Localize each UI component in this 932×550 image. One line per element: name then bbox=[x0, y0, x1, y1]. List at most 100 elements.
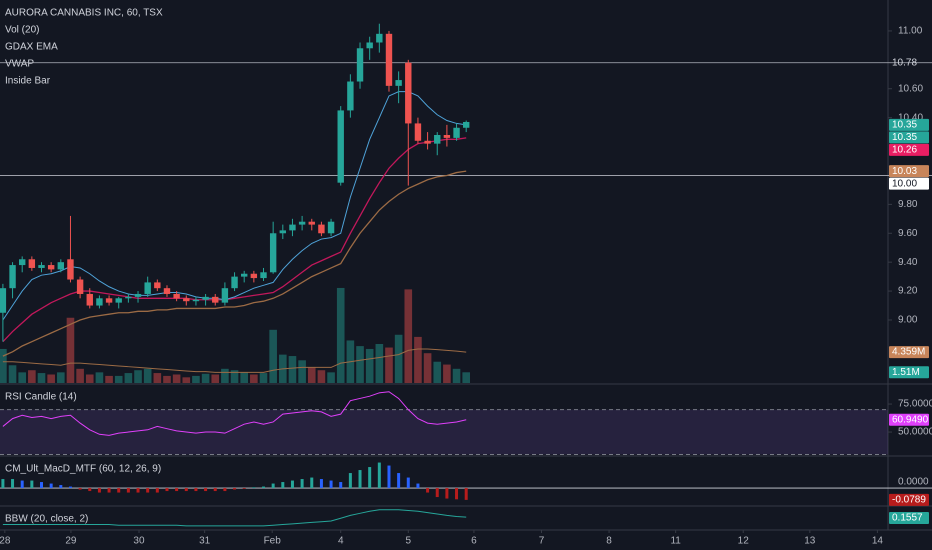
volume-bar bbox=[452, 368, 461, 383]
candle-body bbox=[260, 272, 267, 279]
macd-bar bbox=[242, 488, 246, 489]
candle-body bbox=[202, 296, 209, 300]
y-tick-label: 0.0000 bbox=[898, 477, 929, 488]
volume-bar bbox=[394, 334, 403, 383]
candle-body bbox=[318, 224, 325, 234]
chart-title: AURORA CANNABIS INC, 60, TSX bbox=[5, 8, 163, 19]
volume-bar bbox=[95, 372, 104, 383]
candle-body bbox=[405, 62, 412, 124]
macd-bar bbox=[339, 482, 343, 489]
macd-bar bbox=[300, 479, 304, 489]
volume-bar bbox=[385, 347, 393, 383]
legend-entry: Vol (20) bbox=[5, 25, 39, 36]
volume-bar bbox=[221, 368, 229, 383]
macd-bar bbox=[117, 488, 121, 493]
candle-body bbox=[0, 288, 7, 313]
macd-bar bbox=[416, 483, 420, 489]
macd-bar bbox=[348, 473, 352, 489]
volume-bar bbox=[298, 360, 306, 383]
volume-bar bbox=[365, 348, 374, 383]
bbw-label-bg bbox=[889, 512, 929, 524]
macd-bar bbox=[11, 479, 15, 489]
macd-bar bbox=[290, 480, 294, 489]
y-tick-label: 10.40 bbox=[898, 112, 923, 123]
volume-bar bbox=[443, 364, 451, 383]
candle-body bbox=[221, 288, 229, 303]
volume-bar bbox=[163, 375, 171, 383]
candle-body bbox=[67, 259, 74, 280]
candle-body bbox=[154, 282, 161, 289]
volume-bar bbox=[201, 373, 210, 383]
macd-bar bbox=[97, 488, 101, 493]
x-tick-label: 8 bbox=[606, 536, 612, 547]
macd-bar bbox=[281, 482, 285, 489]
y-tick-label: 75.0000 bbox=[898, 399, 932, 410]
x-tick-label: 4 bbox=[338, 536, 344, 547]
macd-bar bbox=[387, 465, 391, 489]
macd-bar bbox=[68, 486, 72, 489]
volume-bar bbox=[307, 367, 316, 383]
macd-bar bbox=[426, 488, 430, 493]
macd-bar bbox=[136, 488, 140, 493]
macd-bar bbox=[406, 477, 410, 489]
macd-bar bbox=[165, 488, 169, 492]
candle-body bbox=[250, 273, 258, 279]
ma-line bbox=[2, 170, 467, 357]
candle-body bbox=[212, 296, 219, 303]
volume-bar bbox=[143, 368, 152, 383]
volume-bar bbox=[57, 372, 65, 383]
macd-bar bbox=[455, 488, 459, 500]
volume-bar bbox=[375, 343, 384, 383]
candle-body bbox=[9, 265, 16, 289]
price-label: 10.03 bbox=[892, 166, 917, 177]
candle-body bbox=[289, 224, 296, 231]
y-tick-label: 9.20 bbox=[898, 286, 918, 297]
macd-bar bbox=[78, 488, 82, 490]
volume-bar bbox=[8, 365, 17, 383]
candle-body bbox=[269, 233, 277, 273]
y-tick-label: 10.60 bbox=[898, 83, 923, 94]
candle-body bbox=[241, 273, 248, 277]
rsi-label-bg bbox=[889, 413, 929, 426]
macd-bar bbox=[126, 488, 130, 493]
macd-bar bbox=[435, 488, 439, 498]
volume-bar bbox=[462, 372, 470, 383]
macd-bar bbox=[20, 480, 24, 489]
volume-bar bbox=[172, 374, 181, 383]
legend-entry: GDAX EMA bbox=[5, 42, 58, 53]
macd-bar bbox=[310, 477, 314, 489]
x-tick-label: 7 bbox=[539, 536, 545, 547]
price-label: 10.26 bbox=[892, 145, 917, 156]
candle-body bbox=[76, 279, 84, 294]
legend-entry: VWAP bbox=[5, 59, 34, 70]
volume-bar bbox=[259, 373, 268, 383]
candle-body bbox=[192, 299, 200, 302]
macd-bar bbox=[40, 482, 44, 489]
macd-bar bbox=[271, 483, 275, 489]
volume-bar bbox=[414, 336, 422, 383]
volume-bar bbox=[356, 346, 364, 383]
volume-bar bbox=[288, 356, 297, 383]
volume-bar bbox=[404, 289, 413, 383]
candle-body bbox=[231, 276, 238, 289]
macd-bar bbox=[155, 488, 159, 493]
macd-bar bbox=[146, 488, 150, 493]
macd-bar bbox=[30, 480, 34, 489]
macd-bar bbox=[1, 479, 5, 489]
volume-bar bbox=[66, 317, 75, 383]
volume-bar bbox=[269, 329, 277, 383]
candle-body bbox=[115, 298, 122, 303]
ema-line bbox=[2, 91, 467, 321]
x-tick-label: 12 bbox=[738, 536, 750, 547]
volume-bar bbox=[47, 374, 55, 383]
volume-bar bbox=[134, 370, 142, 383]
y-tick-label: 9.00 bbox=[898, 315, 918, 326]
candle-body bbox=[463, 121, 470, 128]
volume-bar bbox=[124, 373, 133, 383]
macd-bar bbox=[464, 488, 468, 500]
y-tick-label: 11.00 bbox=[898, 26, 923, 37]
volume-bar bbox=[114, 375, 123, 383]
volume-ma-line bbox=[2, 348, 467, 373]
x-tick-label: 13 bbox=[804, 536, 816, 547]
candle-body bbox=[57, 262, 65, 270]
